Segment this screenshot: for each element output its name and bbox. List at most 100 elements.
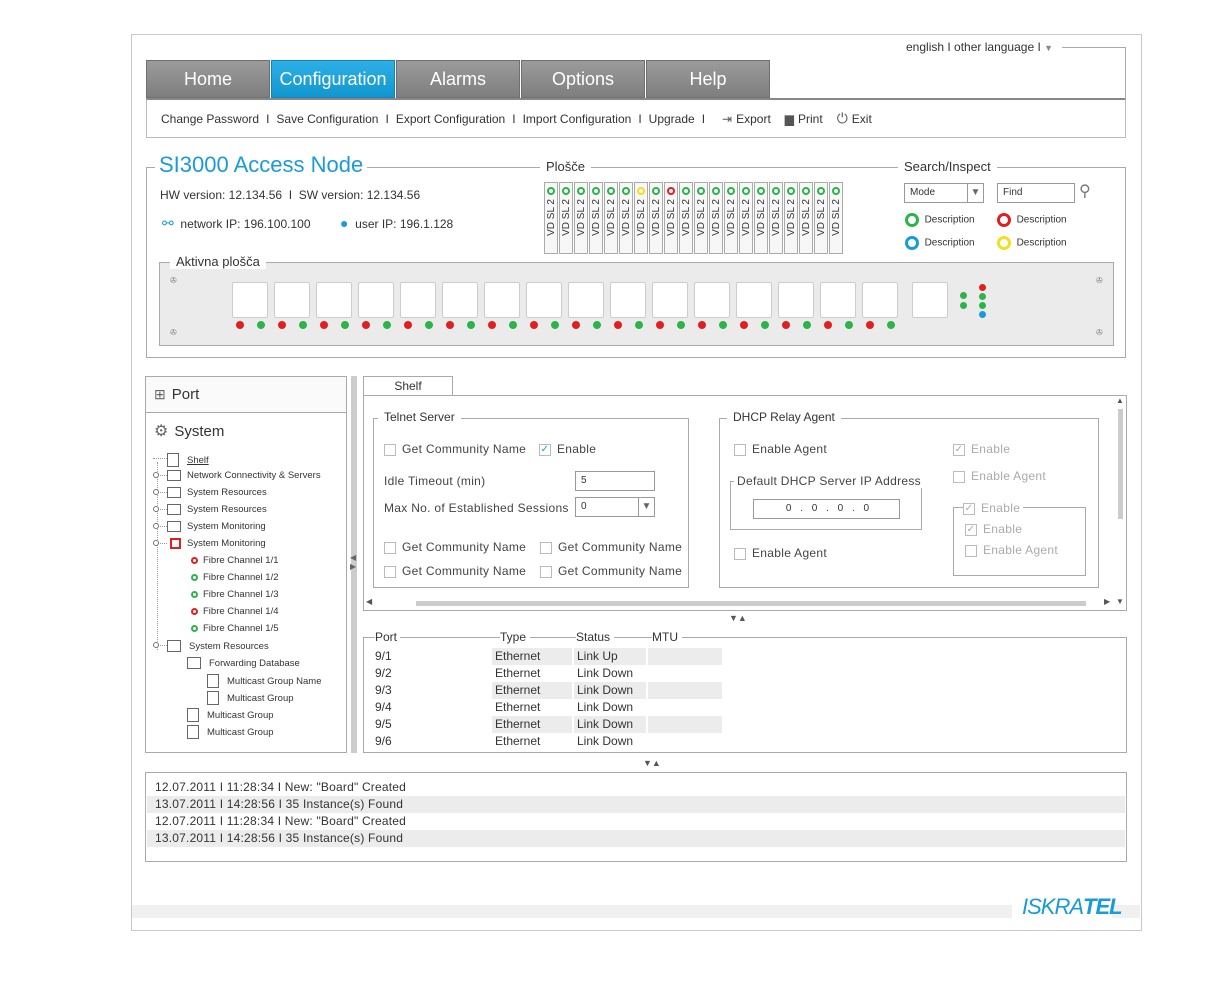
table-row[interactable]: 9/4 Ethernet Link Down	[372, 699, 724, 716]
board-slot[interactable]: VD SL 2	[709, 182, 723, 254]
tree-item[interactable]: Multicast Group	[207, 691, 294, 705]
table-row[interactable]: 9/5 Ethernet Link Down	[372, 716, 724, 733]
tree-item[interactable]: Shelf	[167, 453, 209, 467]
card-slot[interactable]	[526, 282, 562, 318]
card-extra[interactable]	[912, 282, 948, 318]
enable-checkbox[interactable]: ✓	[953, 443, 965, 456]
tab-help[interactable]: Help	[646, 60, 770, 98]
find-input[interactable]: Find	[997, 183, 1075, 203]
enable-checkbox[interactable]: ✓	[539, 443, 551, 456]
table-row[interactable]: 9/6 Ethernet Link Down	[372, 733, 724, 750]
tree-item[interactable]: Multicast Group Name	[207, 674, 322, 688]
tree-item[interactable]: System Monitoring	[167, 538, 266, 549]
collapse-arrow-icon[interactable]: ◀ ▶	[350, 553, 357, 571]
board-slot[interactable]: VD SL 2	[634, 182, 648, 254]
tab-options[interactable]: Options	[521, 60, 645, 98]
horizontal-scrollbar[interactable]: ◀ ▶	[366, 597, 1111, 606]
board-slot[interactable]: VD SL 2	[739, 182, 753, 254]
exit-button[interactable]: Exit	[851, 111, 872, 126]
board-slot[interactable]: VD SL 2	[784, 182, 798, 254]
board-slot[interactable]: VD SL 2	[769, 182, 783, 254]
system-section[interactable]: ⚙ System	[146, 413, 346, 449]
tree-item[interactable]: Fibre Channel 1/2	[187, 572, 279, 583]
table-row[interactable]: 9/3 Ethernet Link Down	[372, 682, 724, 699]
tree-item[interactable]: System Resources	[167, 487, 267, 498]
tab-alarms[interactable]: Alarms	[396, 60, 520, 98]
scroll-down-icon[interactable]: ▼	[1116, 597, 1124, 606]
col-status[interactable]: Status	[576, 630, 615, 644]
tree-item[interactable]: Multicast Group	[187, 708, 274, 722]
col-type[interactable]: Type	[500, 630, 531, 644]
tree-item[interactable]: System Resources	[167, 504, 267, 515]
card-slot[interactable]	[232, 282, 268, 318]
table-row[interactable]: 9/1 Ethernet Link Up	[372, 648, 724, 665]
card-slot[interactable]	[694, 282, 730, 318]
board-slot[interactable]: VD SL 2	[829, 182, 843, 254]
vertical-scrollbar[interactable]: ▲	[1115, 396, 1125, 608]
search-icon[interactable]: ⚲	[1079, 183, 1091, 200]
board-slot[interactable]: VD SL 2	[799, 182, 813, 254]
board-slot[interactable]: VD SL 2	[589, 182, 603, 254]
dhcp-ip-input[interactable]: 0 . 0 . 0 . 0	[753, 499, 900, 519]
board-slot[interactable]: VD SL 2	[559, 182, 573, 254]
tab-home[interactable]: Home	[146, 60, 270, 98]
col-port[interactable]: Port	[375, 630, 402, 644]
resize-handle-icon[interactable]: ▼▲	[729, 613, 747, 623]
card-slot[interactable]	[820, 282, 856, 318]
tree-item[interactable]: Fibre Channel 1/4	[187, 606, 279, 617]
get-community-checkbox[interactable]	[384, 541, 396, 554]
export-configuration-link[interactable]: Export Configuration	[395, 111, 506, 126]
table-row[interactable]: 9/2 Ethernet Link Down	[372, 665, 724, 682]
tree-item[interactable]: Multicast Group	[187, 725, 274, 739]
port-section[interactable]: ⊞ Port	[146, 377, 346, 413]
board-slot[interactable]: VD SL 2	[724, 182, 738, 254]
board-slot[interactable]: VD SL 2	[679, 182, 693, 254]
save-configuration-link[interactable]: Save Configuration	[276, 111, 379, 126]
get-community-checkbox[interactable]	[384, 443, 396, 456]
card-slot[interactable]	[778, 282, 814, 318]
enable-agent-checkbox[interactable]	[734, 547, 746, 560]
tab-configuration[interactable]: Configuration	[271, 60, 395, 98]
card-slot[interactable]	[652, 282, 688, 318]
card-slot[interactable]	[400, 282, 436, 318]
tree-item[interactable]: Network Connectivity & Servers	[167, 470, 321, 481]
enable-agent-checkbox[interactable]	[734, 443, 746, 456]
get-community-checkbox[interactable]	[540, 541, 552, 554]
card-slot[interactable]	[610, 282, 646, 318]
card-slot[interactable]	[568, 282, 604, 318]
enable-agent-checkbox[interactable]	[965, 544, 977, 557]
print-button[interactable]: Print	[798, 111, 823, 126]
board-slot[interactable]: VD SL 2	[649, 182, 663, 254]
tab-shelf[interactable]: Shelf	[363, 376, 453, 396]
get-community-checkbox[interactable]	[384, 565, 396, 578]
card-slot[interactable]	[316, 282, 352, 318]
card-slot[interactable]	[358, 282, 394, 318]
import-configuration-link[interactable]: Import Configuration	[522, 111, 632, 126]
board-slot[interactable]: VD SL 2	[619, 182, 633, 254]
tree-item[interactable]: Fibre Channel 1/3	[187, 589, 279, 600]
idle-timeout-input[interactable]: 5	[575, 471, 655, 491]
enable-agent-checkbox[interactable]	[953, 470, 965, 483]
resize-handle-icon[interactable]: ▼▲	[643, 758, 661, 768]
col-mtu[interactable]: MTU	[652, 630, 682, 644]
card-slot[interactable]	[442, 282, 478, 318]
change-password-link[interactable]: Change Password	[161, 111, 260, 126]
board-slot[interactable]: VD SL 2	[754, 182, 768, 254]
export-button[interactable]: Export	[736, 111, 771, 126]
tree-item[interactable]: System Resources	[167, 640, 269, 652]
board-slot[interactable]: VD SL 2	[814, 182, 828, 254]
upgrade-link[interactable]: Upgrade	[648, 111, 695, 126]
card-slot[interactable]	[736, 282, 772, 318]
board-slot[interactable]: VD SL 2	[604, 182, 618, 254]
lang-other[interactable]: other language	[954, 40, 1035, 54]
splitter[interactable]	[351, 376, 357, 753]
tree-item[interactable]: Forwarding Database	[187, 657, 300, 669]
language-selector[interactable]: english I other language I ▼	[906, 40, 1054, 54]
tree-item[interactable]: Fibre Channel 1/1	[187, 555, 279, 566]
board-slot[interactable]: VD SL 2	[664, 182, 678, 254]
board-slot[interactable]: VD SL 2	[574, 182, 588, 254]
lang-english[interactable]: english	[906, 40, 945, 54]
enable-checkbox[interactable]: ✓	[965, 523, 977, 536]
get-community-checkbox[interactable]	[540, 565, 552, 578]
tree-item[interactable]: Fibre Channel 1/5	[187, 623, 279, 634]
